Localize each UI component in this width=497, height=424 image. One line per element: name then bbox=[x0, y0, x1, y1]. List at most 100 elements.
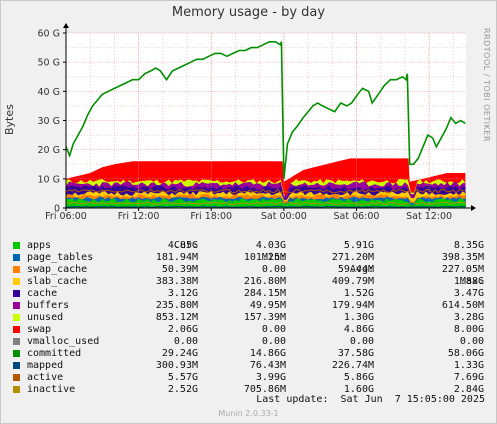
legend-row: page_tables 181.94M 101.25M 271.20M 398.35M bbox=[0, 252, 497, 264]
legend-min-value: 101.25M bbox=[243, 252, 286, 263]
legend-avg-value: 1.52G bbox=[343, 288, 374, 299]
chart-title: Memory usage - by day bbox=[171, 5, 326, 20]
legend-swatch bbox=[13, 314, 20, 321]
legend-series-name: apps bbox=[27, 240, 52, 251]
legend-series-name: swap bbox=[27, 324, 52, 335]
legend-min-value: 284.15M bbox=[243, 288, 286, 299]
legend-swatch bbox=[13, 290, 20, 297]
legend-cur-value: 181.94M bbox=[155, 252, 198, 263]
plot-area: 0 10 G 20 G 30 G 40 G 50 G 60 G Fri 06:00 Fri 12… bbox=[38, 23, 476, 222]
legend-cur-value: 2.06G bbox=[167, 324, 198, 335]
legend-series-name: unused bbox=[27, 312, 64, 323]
munin-version: Munin 2.0.33-1 bbox=[218, 409, 279, 418]
legend-min-value: 157.39M bbox=[243, 312, 286, 323]
legend-avg-value: 409.79M bbox=[331, 276, 374, 287]
legend-swatch bbox=[13, 338, 20, 345]
legend-series-name: committed bbox=[27, 348, 82, 359]
legend-avg-value: 0.00 bbox=[349, 336, 374, 347]
legend-swatch bbox=[13, 374, 20, 381]
y-tick-label: 30 G bbox=[38, 116, 60, 127]
legend-avg-value: 37.58G bbox=[337, 348, 374, 359]
legend-avg-value: 1.60G bbox=[343, 384, 374, 395]
legend-max-value: 7.69G bbox=[453, 372, 484, 383]
legend-cur-value: 300.93M bbox=[155, 360, 198, 371]
legend-series-name: cache bbox=[27, 288, 58, 299]
legend-cur-value: 0.00 bbox=[173, 336, 198, 347]
legend-series-name: vmalloc_used bbox=[27, 336, 100, 347]
legend-cur-value: 5.57G bbox=[167, 372, 198, 383]
legend-swatch bbox=[13, 386, 20, 393]
legend-max-value: 8.35G bbox=[453, 240, 484, 251]
y-tick-label: 60 G bbox=[38, 29, 60, 40]
legend-min-value: 14.86G bbox=[249, 348, 286, 359]
legend-min-value: 3.99G bbox=[255, 372, 286, 383]
legend-cur-value: 853.12M bbox=[155, 312, 198, 323]
legend-header-row: Cur: Min: Avg: Max: bbox=[0, 228, 497, 287]
legend-max-value: 8.00G bbox=[453, 324, 484, 335]
legend-swatch bbox=[13, 326, 20, 333]
legend-avg-value: 226.74M bbox=[331, 360, 374, 371]
legend-cur-value: 235.80M bbox=[155, 300, 198, 311]
legend-row: apps 4.85G 4.03G 5.91G 8.35G bbox=[0, 240, 497, 252]
x-axis-arrow bbox=[471, 205, 476, 211]
inactive-line bbox=[65, 201, 466, 206]
legend-row: committed 29.24G 14.86G 37.58G 58.06G bbox=[0, 348, 497, 360]
legend-min-value: 76.43M bbox=[249, 360, 286, 371]
legend-swatch bbox=[13, 362, 20, 369]
legend-row: swap 2.06G 0.00 4.86G 8.00G bbox=[0, 324, 497, 336]
x-tick-label: Sat 00:00 bbox=[261, 211, 307, 222]
legend-avg-value: 5.91G bbox=[343, 240, 374, 251]
legend-avg-value: 271.20M bbox=[331, 252, 374, 263]
legend-row: active 5.57G 3.99G 5.86G 7.69G bbox=[0, 372, 497, 384]
legend-series-name: mapped bbox=[27, 360, 64, 371]
legend-max-value: 0.00 bbox=[459, 336, 484, 347]
header-avg: Avg: bbox=[349, 264, 374, 275]
last-update: Last update: Sat Jun 7 15:05:00 2025 bbox=[256, 394, 485, 405]
legend-avg-value: 4.86G bbox=[343, 324, 374, 335]
y-tick-label: 20 G bbox=[38, 145, 60, 156]
legend-min-value: 216.80M bbox=[243, 276, 286, 287]
legend-max-value: 2.84G bbox=[453, 384, 484, 395]
legend-cur-value: 383.38M bbox=[155, 276, 198, 287]
legend-min-value: 0.00 bbox=[261, 264, 286, 275]
legend-max-value: 227.05M bbox=[441, 264, 484, 275]
x-tick-label: Fri 06:00 bbox=[45, 211, 87, 222]
x-tick-label: Fri 18:00 bbox=[190, 211, 232, 222]
y-tick-label: 40 G bbox=[38, 87, 60, 98]
legend-series-name: page_tables bbox=[27, 252, 94, 263]
header-min: Min: bbox=[261, 252, 286, 263]
rrdtool-credit: RRDTOOL / TOBI OETIKER bbox=[482, 28, 491, 143]
y-tick-label: 50 G bbox=[38, 58, 60, 69]
legend-cur-value: 29.24G bbox=[161, 348, 198, 359]
legend-row: buffers 235.80M 49.95M 179.94M 614.50M bbox=[0, 300, 497, 312]
header-max: Max: bbox=[459, 276, 484, 287]
legend-series-name: inactive bbox=[27, 384, 76, 395]
legend-series-name: active bbox=[27, 372, 64, 383]
legend-avg-value: 5.86G bbox=[343, 372, 374, 383]
legend-cur-value: 50.39M bbox=[161, 264, 198, 275]
legend-row: mapped 300.93M 76.43M 226.74M 1.33G bbox=[0, 360, 497, 372]
legend-cur-value: 2.52G bbox=[167, 384, 198, 395]
x-tick-label: Sat 06:00 bbox=[333, 211, 379, 222]
x-tick-label: Fri 12:00 bbox=[118, 211, 160, 222]
y-tick-label: 10 G bbox=[38, 174, 60, 185]
legend-max-value: 398.35M bbox=[441, 252, 484, 263]
apps-area bbox=[66, 198, 466, 208]
legend-swatch bbox=[13, 302, 20, 309]
mapped-line bbox=[65, 205, 466, 208]
legend-row: inactive 2.52G 705.86M 1.60G 2.84G bbox=[0, 384, 497, 396]
legend-row: cache 3.12G 284.15M 1.52G 3.47G bbox=[0, 288, 497, 300]
committed-line bbox=[65, 41, 466, 179]
y-axis-arrow bbox=[63, 23, 69, 28]
legend-max-value: 3.47G bbox=[453, 288, 484, 299]
legend-max-value: 58.06G bbox=[447, 348, 484, 359]
legend-min-value: 705.86M bbox=[243, 384, 286, 395]
legend-swatch bbox=[13, 350, 20, 357]
legend-row: slab_cache 383.38M 216.80M 409.79M 1.88G bbox=[0, 276, 497, 288]
legend-row: vmalloc_used 0.00 0.00 0.00 0.00 bbox=[0, 336, 497, 348]
legend-avg-value: 1.30G bbox=[343, 312, 374, 323]
legend-max-value: 1.33G bbox=[453, 360, 484, 371]
legend-cur-value: 3.12G bbox=[167, 288, 198, 299]
legend-cur-value: 4.85G bbox=[167, 240, 198, 251]
x-tick-label: Sat 12:00 bbox=[406, 211, 452, 222]
